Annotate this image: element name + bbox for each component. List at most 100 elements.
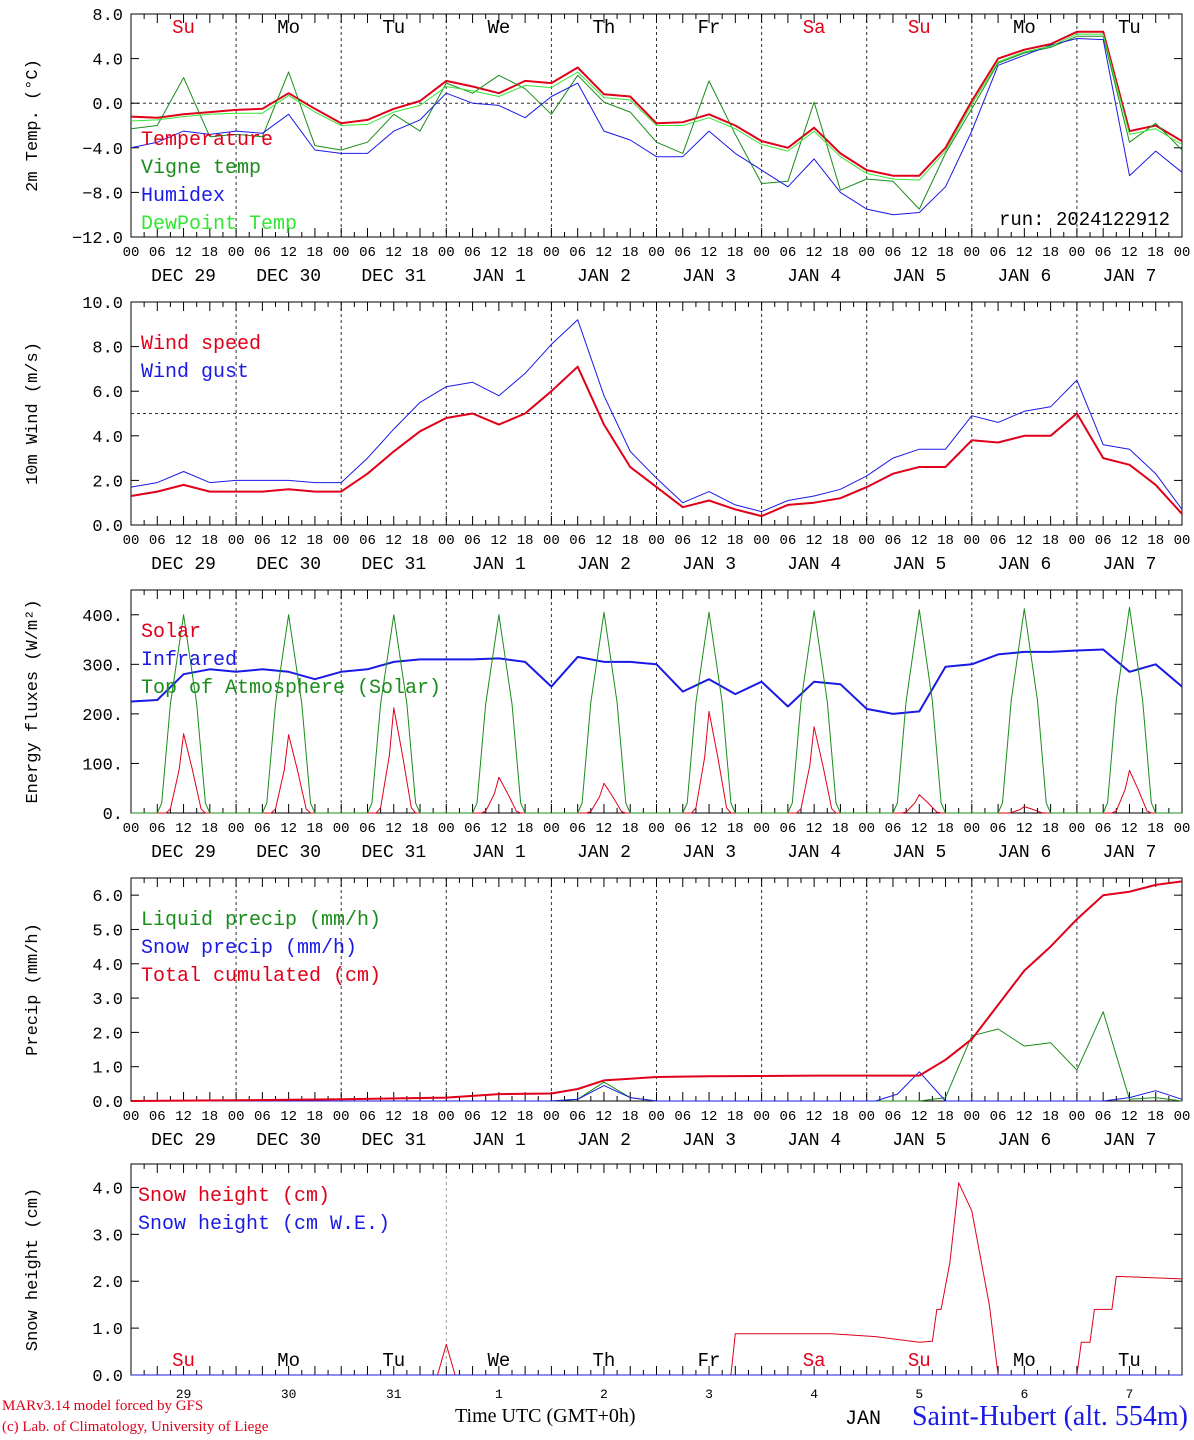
x-date-label: DEC 30 xyxy=(256,555,321,575)
x-hour-label: 18 xyxy=(832,533,849,549)
x-hour-label: 00 xyxy=(753,245,770,261)
x-hour-label: 00 xyxy=(858,245,875,261)
x-hour-label: 12 xyxy=(1016,821,1033,837)
weekday-label: Th xyxy=(593,17,616,39)
x-date-label: JAN 4 xyxy=(787,555,841,575)
y-tick-label: 2.0 xyxy=(92,1025,123,1044)
y-tick-label: 10.0 xyxy=(82,295,123,314)
x-hour-label: 18 xyxy=(307,1109,324,1125)
panel-2: 10.0 8.0 6.0 4.0 2.0 0.0 10m Wind (m/s) 00 06 12 1… xyxy=(24,295,1190,575)
x-hour-label: 12 xyxy=(806,1109,823,1125)
series-line-humidex xyxy=(130,38,1183,216)
x-hour-label: 18 xyxy=(201,533,218,549)
x-date-label: JAN 7 xyxy=(1102,1131,1156,1151)
station-name: Saint-Hubert (alt. 554m) xyxy=(911,1401,1188,1432)
model-credit-line-1: MARv3.14 model forced by GFS xyxy=(2,1398,204,1414)
x-hour-label: 18 xyxy=(517,245,534,261)
x-hour-label: 06 xyxy=(674,1109,691,1125)
x-hour-label: 06 xyxy=(569,245,586,261)
x-hour-label: 00 xyxy=(543,821,560,837)
x-hour-label: 00 xyxy=(438,1109,455,1125)
legend-entry: Wind speed xyxy=(141,333,261,356)
x-date-label: JAN 4 xyxy=(787,843,841,863)
x-date-label: JAN 2 xyxy=(577,843,631,863)
y-tick-label: 8.0 xyxy=(92,7,123,26)
x-day-number: 7 xyxy=(1126,1387,1134,1402)
panel-1: 8.0 4.0 0.0 −4.0 −8.0 −12.0 2m Temp. (°C) 00 06 1… xyxy=(24,7,1190,287)
y-tick-label: 3.0 xyxy=(92,991,123,1010)
legend-entry: Top of Atmosphere (Solar) xyxy=(141,677,441,700)
y-tick-label: 0.0 xyxy=(92,1094,123,1113)
x-hour-label: 06 xyxy=(569,821,586,837)
x-hour-label: 00 xyxy=(858,821,875,837)
series-line-snow-precip-mm-h xyxy=(131,1071,1183,1102)
x-hour-label: 18 xyxy=(517,821,534,837)
x-hour-label: 00 xyxy=(1174,245,1191,261)
series-line-total-cumulated-cm xyxy=(130,880,1183,1102)
y-tick-label: 0.0 xyxy=(92,518,123,537)
x-hour-label: 06 xyxy=(1095,1109,1112,1125)
x-hour-label: 06 xyxy=(990,533,1007,549)
x-hour-label: 12 xyxy=(911,1109,928,1125)
x-hour-label: 00 xyxy=(333,245,350,261)
x-day-number: 29 xyxy=(176,1387,192,1402)
panel-3: 400. 300. 200. 100. 0. Energy fluxes (W/m²) 00… xyxy=(24,589,1190,863)
x-date-label: JAN 4 xyxy=(787,267,841,287)
y-tick-label: 2.0 xyxy=(92,473,123,492)
x-hour-label: 06 xyxy=(149,245,166,261)
x-date-label: DEC 31 xyxy=(361,843,426,863)
weekday-label: Th xyxy=(593,1350,616,1372)
x-hour-label: 18 xyxy=(727,1109,744,1125)
x-hour-label: 12 xyxy=(911,245,928,261)
run-label: run: 2024122912 xyxy=(999,209,1170,231)
x-hour-label: 00 xyxy=(333,533,350,549)
x-hour-label: 18 xyxy=(622,1109,639,1125)
x-hour-label: 12 xyxy=(701,821,718,837)
x-hour-label: 00 xyxy=(123,533,140,549)
y-tick-label: 5.0 xyxy=(92,922,123,941)
series-line-vigne-temp xyxy=(130,35,1183,210)
x-hour-label: 06 xyxy=(359,533,376,549)
x-hour-label: 12 xyxy=(1121,533,1138,549)
x-hour-label: 18 xyxy=(201,821,218,837)
x-date-label: JAN 7 xyxy=(1102,843,1156,863)
x-hour-label: 12 xyxy=(1016,245,1033,261)
x-hour-label: 00 xyxy=(648,245,665,261)
x-hour-label: 12 xyxy=(280,1109,297,1125)
x-date-label: JAN 6 xyxy=(997,267,1051,287)
weekday-label: Su xyxy=(172,1350,195,1372)
legend-entry: Total cumulated (cm) xyxy=(141,965,381,988)
x-hour-label: 06 xyxy=(464,821,481,837)
series-line-wind-speed xyxy=(130,365,1183,518)
weekday-label: Su xyxy=(172,17,195,39)
x-day-number: 6 xyxy=(1020,1387,1028,1402)
x-hour-label: 12 xyxy=(490,533,507,549)
x-hour-label: 00 xyxy=(123,821,140,837)
x-hour-label: 00 xyxy=(858,533,875,549)
weekday-label: Tu xyxy=(382,17,405,39)
legend-entry: DewPoint Temp xyxy=(141,213,297,236)
x-date-label: JAN 5 xyxy=(892,1131,946,1151)
x-hour-label: 00 xyxy=(228,1109,245,1125)
panel-4: 6.0 5.0 4.0 3.0 2.0 1.0 0.0 Precip (mm/h) 00 06 12… xyxy=(24,877,1190,1151)
weekday-label: Mo xyxy=(1013,17,1036,39)
x-hour-label: 00 xyxy=(648,821,665,837)
x-hour-label: 06 xyxy=(149,533,166,549)
x-hour-label: 18 xyxy=(1042,821,1059,837)
weekday-label: We xyxy=(487,1350,510,1372)
y-tick-label: 0. xyxy=(103,806,123,825)
y-tick-label: 300. xyxy=(82,657,123,676)
x-day-number: 5 xyxy=(915,1387,923,1402)
legend-entry: Infrared xyxy=(141,649,237,672)
x-hour-label: 12 xyxy=(596,245,613,261)
x-hour-label: 18 xyxy=(412,245,429,261)
x-hour-label: 00 xyxy=(333,1109,350,1125)
x-hour-label: 18 xyxy=(412,533,429,549)
series-line-wind-gust xyxy=(130,319,1183,513)
x-day-number: 30 xyxy=(281,1387,297,1402)
x-hour-label: 00 xyxy=(228,821,245,837)
x-date-label: DEC 31 xyxy=(361,1131,426,1151)
x-hour-label: 18 xyxy=(1147,821,1164,837)
y-tick-label: 1.0 xyxy=(92,1060,123,1079)
x-hour-label: 18 xyxy=(1042,245,1059,261)
